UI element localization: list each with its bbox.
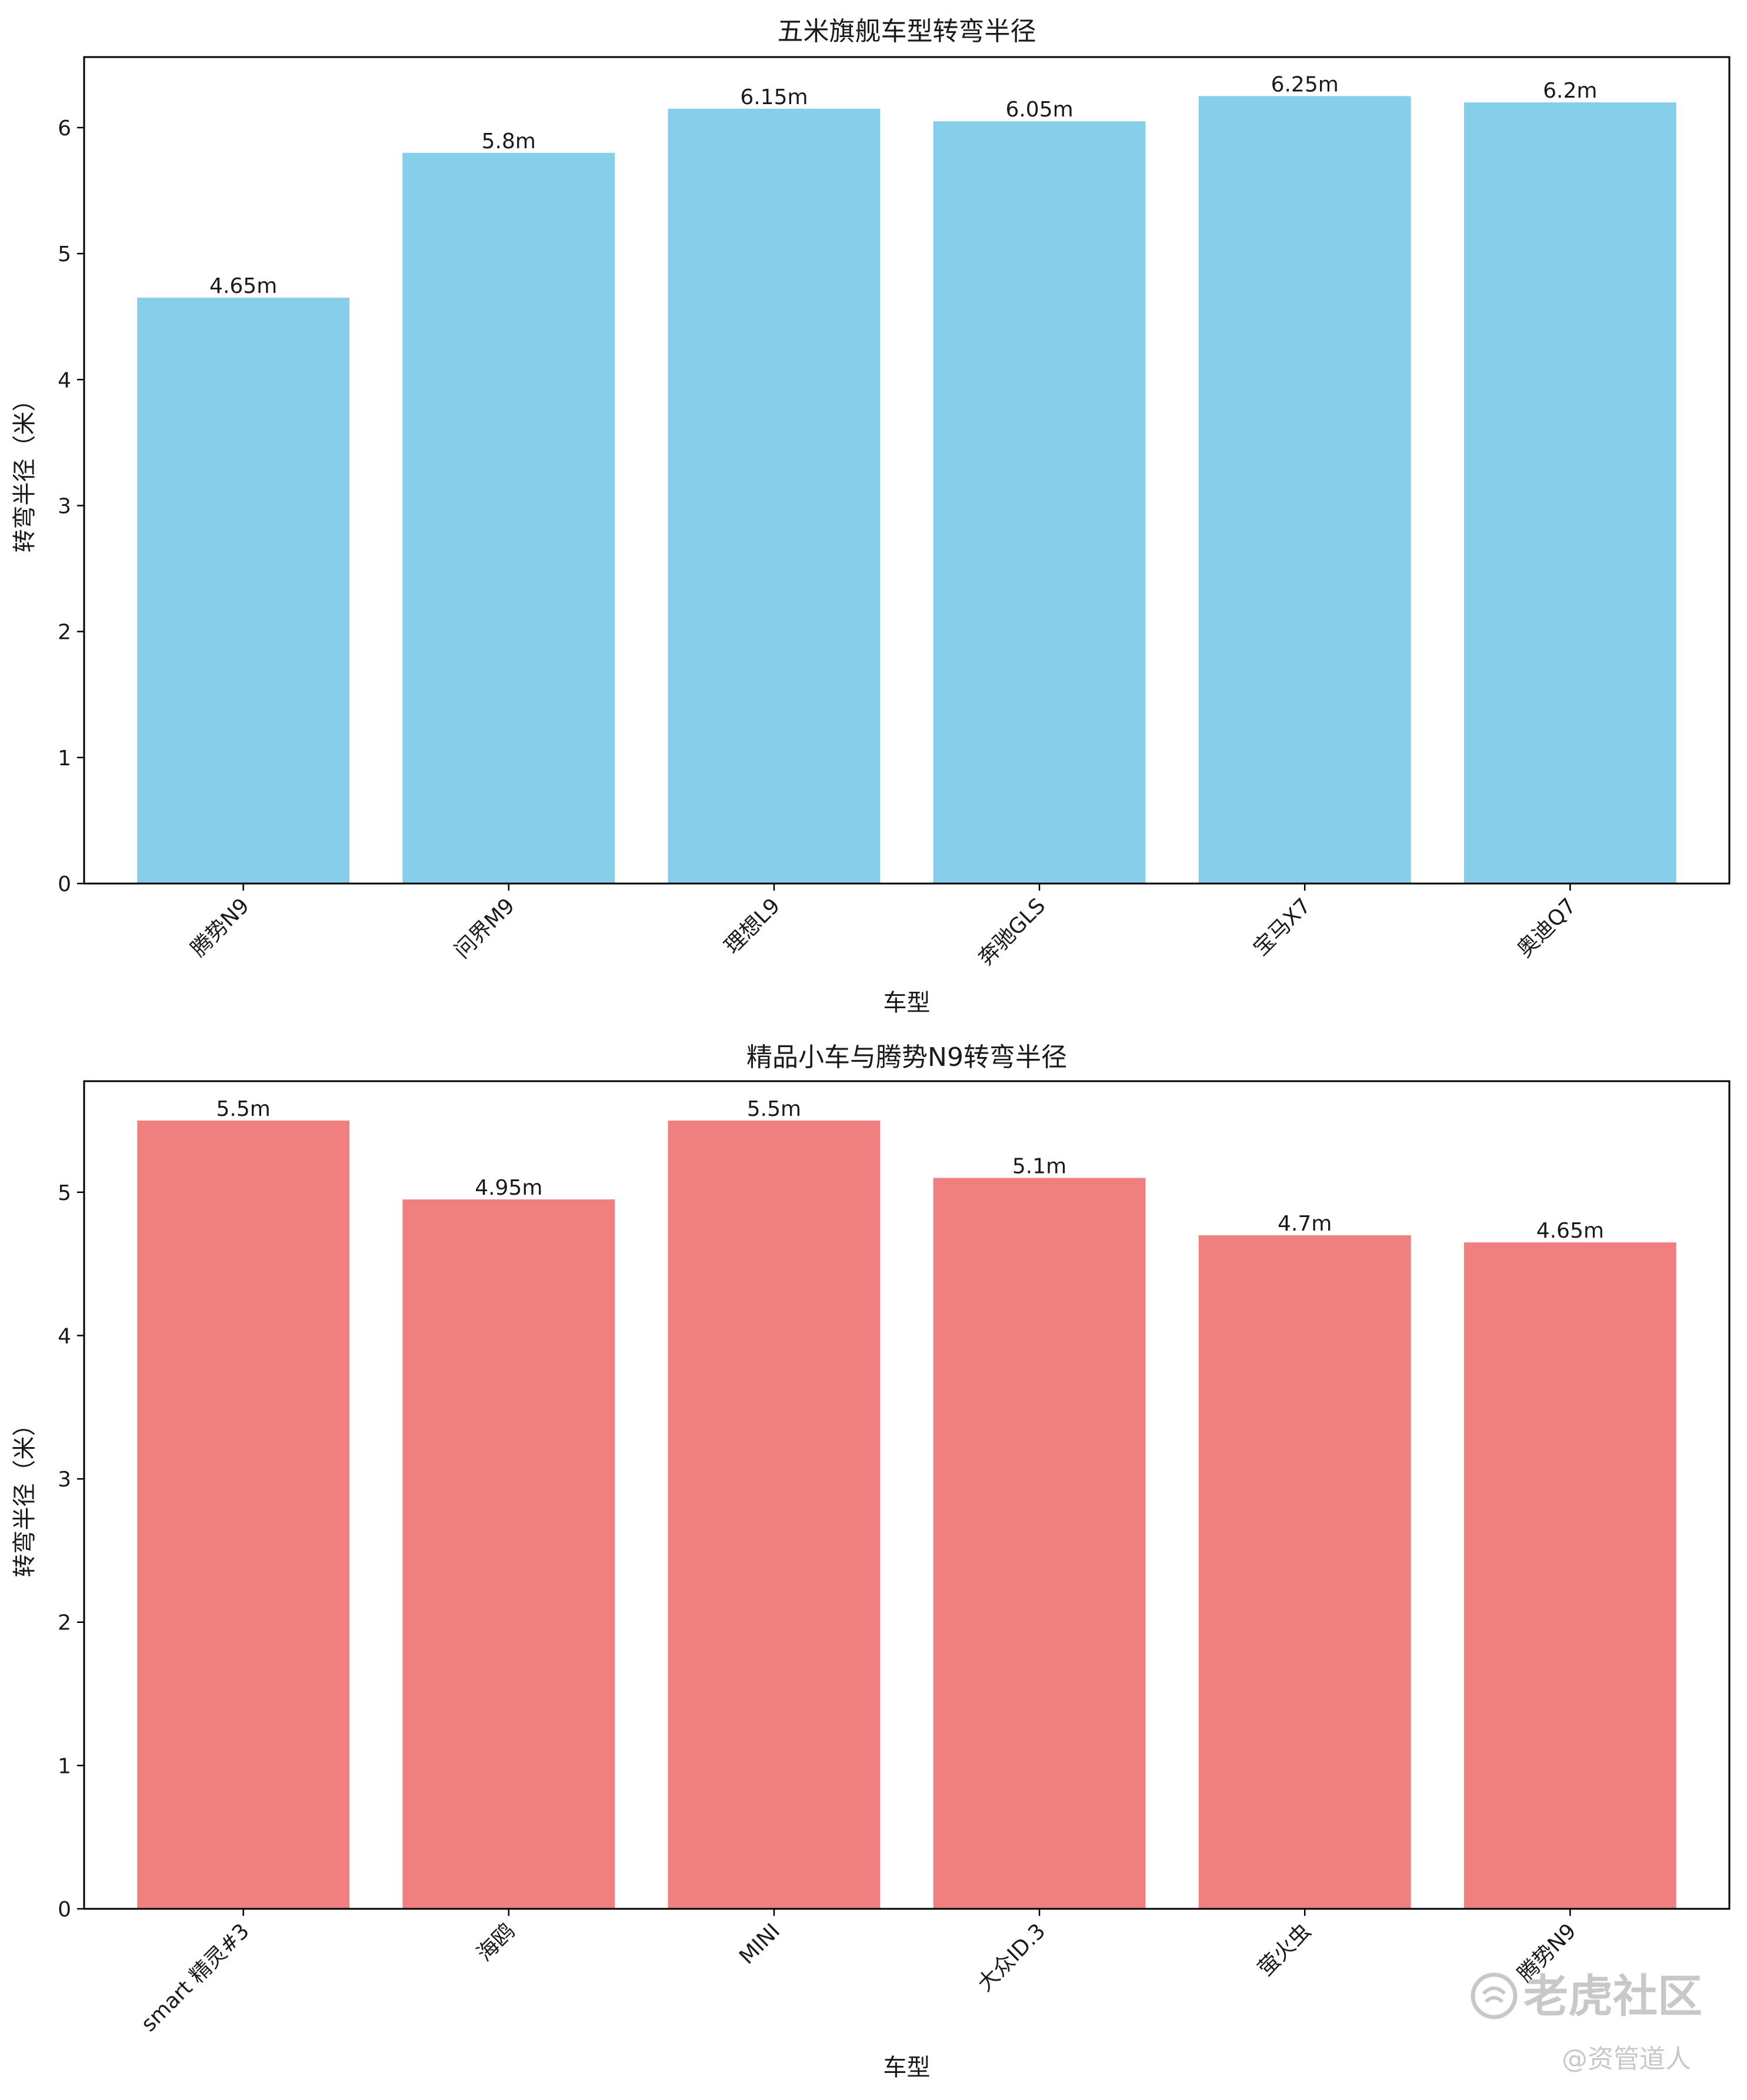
bar-value-label: 5.5m [216,1097,271,1121]
chart-title: 精品小车与腾势N9转弯半径 [746,1042,1067,1072]
watermark: 老虎社区 @资管道人 [1471,1970,1702,2074]
bar-value-label: 6.2m [1543,79,1597,103]
watermark-brand-text: 老虎社区 [1523,1970,1702,2022]
charts-group: 五米旗舰车型转弯半径 4.65m 5.8m 6.15m 6.05m 6.25m 6.2m 0 1… [11,16,1731,2081]
bar [933,121,1146,884]
bar [1198,96,1411,884]
bar [402,1199,615,1909]
watermark-handle-text: @资管道人 [1562,2044,1691,2074]
bar-value-label: 5.8m [482,129,536,154]
bar-value-label: 5.5m [747,1097,801,1121]
y-tick-label: 0 [58,1898,71,1922]
y-tick-label: 2 [58,1611,71,1635]
plot-frame [83,1080,1731,1910]
bar-value-label: 4.7m [1278,1212,1332,1236]
bar [137,1121,350,1909]
plot-frame [83,56,1731,885]
y-axis-label: 转弯半径（米） [11,388,38,553]
bar-value-label: 4.65m [209,274,277,298]
bar-value-label: 5.1m [1012,1154,1066,1178]
bar [668,1121,881,1909]
bar-chart-1: 五米旗舰车型转弯半径 4.65m 5.8m 6.15m 6.05m 6.25m 6.2m 0 1… [11,16,1731,1016]
y-tick-label: 1 [58,746,71,771]
chart-title: 五米旗舰车型转弯半径 [778,16,1036,46]
y-tick-label: 2 [58,621,71,645]
x-axis-label: 车型 [883,989,931,1016]
y-tick-label: 5 [58,1181,71,1205]
bar [137,298,350,884]
bar-value-label: 4.65m [1536,1219,1604,1243]
bar-value-label: 4.95m [475,1176,542,1200]
bar [933,1178,1146,1909]
y-tick-label: 4 [58,1324,71,1348]
bar [1198,1235,1411,1909]
bar-chart-2: 精品小车与腾势N9转弯半径 5.5m 4.95m 5.5m 5.1m 4.7m 4.65m 0… [11,1042,1731,2081]
bar [1463,102,1676,884]
y-tick-label: 3 [58,1468,71,1492]
y-tick-label: 6 [58,116,71,141]
x-axis-label: 车型 [883,2054,931,2081]
bar-value-label: 6.05m [1005,98,1073,122]
y-tick-label: 3 [58,494,71,518]
bar [668,108,881,884]
y-axis-label: 转弯半径（米） [11,1413,38,1578]
tiger-logo-icon [1471,1972,1518,2019]
y-tick-label: 4 [58,368,71,392]
bar-value-label: 6.25m [1271,72,1339,96]
bar-value-label: 6.15m [740,85,808,109]
y-tick-label: 1 [58,1754,71,1778]
y-tick-label: 5 [58,242,71,266]
bar [402,152,615,884]
y-tick-label: 0 [58,872,71,896]
bar [1463,1242,1676,1909]
